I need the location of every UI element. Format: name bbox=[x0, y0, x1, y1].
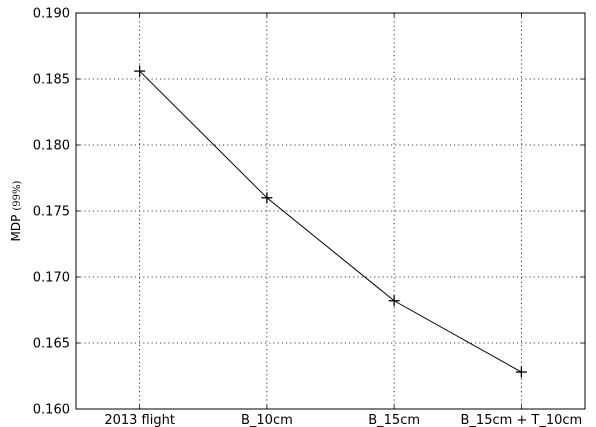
x-tick-label: B_15cm bbox=[368, 413, 420, 427]
data-point-marker bbox=[261, 192, 273, 204]
x-tick-label: B_15cm + T_10cm bbox=[461, 413, 583, 427]
x-axis-tick-labels: 2013 flight B_10cm B_15cm B_15cm + T_10cm bbox=[104, 413, 582, 427]
data-point-marker bbox=[134, 65, 146, 77]
y-tick-label: 0.165 bbox=[33, 337, 70, 352]
axis-ticks bbox=[76, 12, 585, 410]
y-axis-tick-labels: 0.160 0.165 0.170 0.175 0.180 0.185 0.190 bbox=[33, 7, 70, 418]
y-tick-label: 0.180 bbox=[33, 139, 70, 154]
series-line bbox=[139, 70, 522, 373]
y-tick-label: 0.160 bbox=[33, 403, 70, 418]
data-point-marker bbox=[388, 295, 400, 307]
grid bbox=[76, 13, 585, 409]
series bbox=[134, 65, 527, 378]
y-tick-label: 0.190 bbox=[33, 7, 70, 22]
y-tick-label: 0.175 bbox=[33, 205, 70, 220]
y-axis-label-suffix: (99%) bbox=[12, 180, 23, 210]
x-tick-label: 2013 flight bbox=[104, 413, 175, 427]
y-axis-label-main: MDP bbox=[9, 215, 23, 242]
x-tick-label: B_10cm bbox=[241, 413, 293, 427]
plot-area bbox=[75, 12, 586, 410]
y-tick-label: 0.170 bbox=[33, 271, 70, 286]
y-tick-label: 0.185 bbox=[33, 73, 70, 88]
y-axis-label: MDP (99%) bbox=[9, 180, 23, 241]
data-point-marker bbox=[515, 366, 527, 378]
